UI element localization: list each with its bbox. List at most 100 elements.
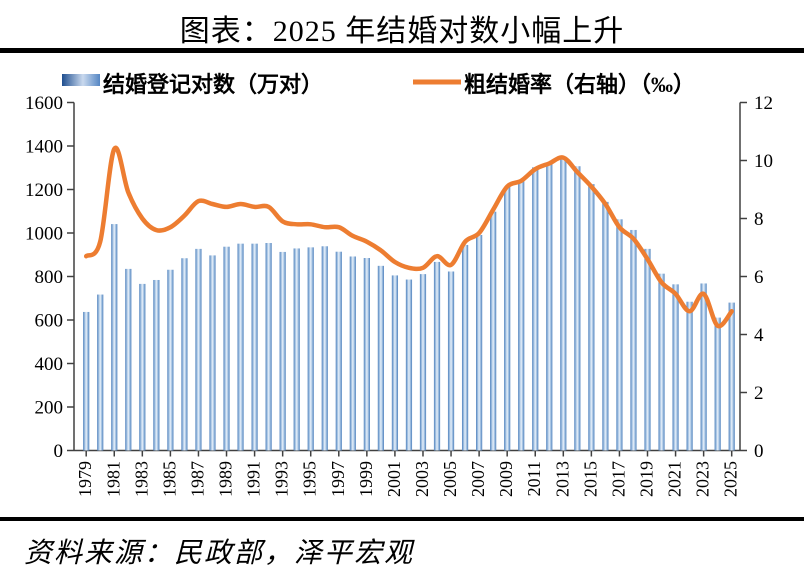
bar — [560, 157, 567, 451]
bar — [279, 251, 286, 451]
bar — [714, 317, 721, 451]
bar — [335, 251, 342, 451]
x-axis-tick-label: 2011 — [524, 461, 544, 496]
x-axis-tick-label: 1981 — [103, 461, 123, 497]
bar — [377, 265, 384, 451]
x-axis-tick-label: 2007 — [468, 461, 488, 497]
bar — [209, 255, 216, 451]
left-axis-tick-label: 1600 — [25, 93, 63, 114]
bar — [728, 302, 735, 451]
left-axis-tick-label: 800 — [35, 267, 64, 288]
bar — [588, 184, 595, 451]
x-axis-tick-label: 1979 — [75, 461, 95, 497]
bar — [616, 219, 623, 451]
line-series — [83, 145, 734, 329]
left-axis-tick-label: 200 — [35, 398, 64, 419]
legend-bar-swatch-icon — [62, 74, 100, 86]
left-axis-tick-label: 1000 — [25, 224, 63, 245]
bar — [83, 311, 90, 451]
legend-line-label: 粗结婚率（右轴）（‰） — [464, 72, 695, 97]
bar — [153, 279, 160, 451]
bar — [195, 248, 202, 451]
x-axis-tick-label: 1991 — [244, 461, 264, 497]
bar — [490, 211, 497, 451]
bar — [433, 261, 441, 451]
x-axis-tick-label: 2025 — [721, 461, 741, 497]
bar — [391, 275, 399, 451]
x-axis-tick-label: 2001 — [384, 461, 404, 497]
bar — [321, 246, 328, 451]
right-axis-tick-label: 2 — [754, 383, 764, 404]
x-axis-tick-label: 1983 — [131, 461, 151, 497]
bar — [546, 162, 553, 451]
bar — [630, 229, 637, 451]
bar — [293, 248, 300, 451]
left-axis-tick-label: 1200 — [25, 180, 63, 201]
right-axis-tick-label: 4 — [754, 325, 764, 346]
left-axis-tick-label: 400 — [35, 354, 64, 375]
chart-title: 图表：2025 年结婚对数小幅上升 — [179, 15, 625, 48]
bar — [125, 268, 132, 451]
x-axis-tick-label: 1993 — [272, 461, 292, 497]
bar — [223, 246, 230, 451]
x-axis-tick-label: 2021 — [665, 461, 685, 497]
bar — [574, 166, 581, 451]
marriage-rate-line — [83, 145, 734, 329]
source-note: 资料来源：民政部，泽平宏观 — [24, 538, 415, 569]
bar — [658, 273, 665, 451]
bar — [672, 284, 679, 451]
bar — [181, 258, 188, 451]
bar — [405, 279, 413, 451]
bar — [237, 243, 244, 451]
x-axis-tick-label: 1985 — [159, 461, 179, 497]
x-axis-tick-label: 2013 — [552, 461, 572, 497]
x-axis-tick-label: 1997 — [328, 461, 348, 497]
bar — [447, 271, 455, 451]
right-axis-tick-label: 6 — [754, 267, 764, 288]
x-axis-tick-label: 1995 — [300, 461, 320, 497]
right-axis-tick-label: 0 — [754, 441, 764, 462]
x-axis-tick-label: 2009 — [496, 461, 516, 497]
bar — [167, 269, 174, 451]
left-axis-tick-label: 1400 — [25, 137, 63, 158]
bar — [532, 167, 539, 451]
bar — [461, 244, 469, 451]
chart-legend: 结婚登记对数（万对） 粗结婚率（右轴）（‰） — [62, 72, 695, 97]
bar — [476, 234, 483, 451]
x-axis-tick-label: 1999 — [356, 461, 376, 497]
x-axis-tick-label: 2017 — [608, 461, 628, 497]
x-axis-tick-label: 2023 — [693, 461, 713, 497]
bottom-rule — [0, 517, 804, 521]
x-axis-tick-label: 2003 — [412, 461, 432, 497]
bar — [419, 274, 427, 451]
bar — [111, 224, 118, 451]
bar — [644, 248, 651, 451]
right-axis-tick-label: 10 — [754, 151, 773, 172]
bar-series — [83, 157, 735, 451]
bar — [97, 294, 104, 451]
x-axis-tick-label: 2019 — [637, 461, 657, 497]
bar — [518, 180, 525, 451]
right-axis-tick-label: 12 — [754, 93, 773, 114]
bar — [504, 186, 511, 451]
left-axis-tick-label: 0 — [54, 441, 64, 462]
legend-bars-label: 结婚登记对数（万对） — [103, 72, 323, 97]
left-axis-tick-label: 600 — [35, 311, 64, 332]
top-rule — [0, 48, 804, 53]
right-axis-tick-label: 8 — [754, 209, 764, 230]
bar — [139, 283, 146, 451]
x-axis-tick-label: 2015 — [580, 461, 600, 497]
x-axis-tick-label: 2005 — [440, 461, 460, 497]
bar — [686, 301, 693, 451]
bar — [700, 283, 707, 451]
bar — [602, 201, 609, 451]
x-axis-tick-label: 1989 — [216, 461, 236, 497]
bar — [251, 243, 258, 451]
axes: 0 200 400 600 800 1000 1200 1400 1600 0 2 4 6 8 10 12 19… — [25, 93, 773, 497]
bar — [363, 258, 370, 451]
bar — [307, 247, 314, 451]
x-axis-tick-label: 1987 — [187, 461, 207, 497]
bar — [349, 256, 356, 451]
bar — [265, 243, 272, 451]
